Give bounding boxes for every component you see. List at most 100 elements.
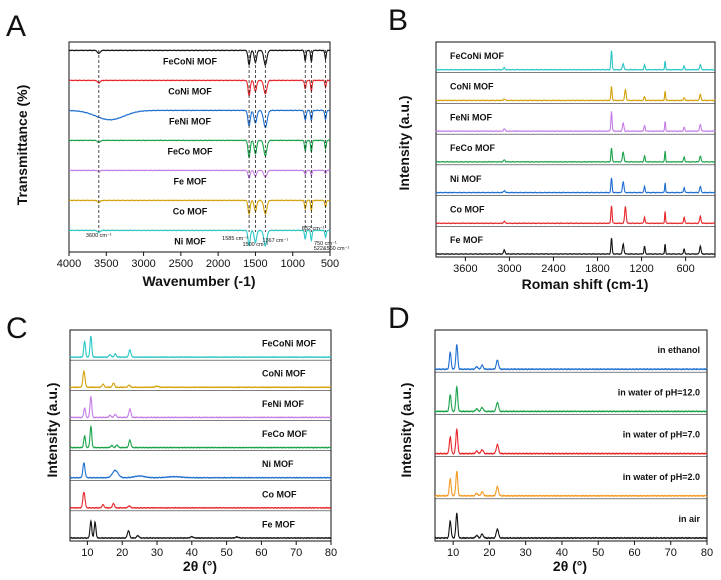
x-tick-label: 3000 (131, 258, 155, 270)
series-label: Co MOF (450, 204, 485, 214)
x-tick-label: 60 (255, 547, 267, 559)
series-trace (435, 147, 716, 164)
series-fe-mof: Fe MOF (69, 169, 331, 187)
series-label: Co MOF (173, 207, 208, 217)
series-trace (434, 470, 708, 498)
series-feco-mof: FeCo MOF (68, 139, 331, 160)
panel-letter-d: D (388, 302, 410, 335)
series-feconi-mof: FeCoNi MOF (435, 50, 716, 71)
series-label: Ni MOF (450, 174, 482, 184)
series-in-water-of-ph-2-0: in water of pH=2.0 (434, 470, 708, 498)
series-trace (434, 344, 708, 371)
panel-d-ylabel: Intensity (a.u.) (398, 383, 414, 478)
x-tick-label: 50 (220, 547, 232, 559)
series-label: FeNi MOF (450, 112, 493, 122)
series-ni-mof: Ni MOF (68, 229, 331, 247)
x-tick-label: 10 (447, 547, 459, 559)
series-coni-mof: CoNi MOF (68, 79, 331, 97)
x-tick-label: 500 (321, 258, 339, 270)
x-tick-label: 40 (186, 547, 198, 559)
plot-frame (68, 41, 331, 253)
series-label: CoNi MOF (262, 369, 306, 379)
panel-c-chart: FeCoNi MOF CoNi MOF FeNi MOF FeCo MOF Ni MOF… (69, 329, 337, 559)
series-label: Ni MOF (174, 237, 206, 247)
series-trace (68, 109, 331, 128)
series-trace (69, 462, 332, 479)
series-trace (68, 139, 331, 160)
series-feco-mof: FeCo MOF (435, 143, 716, 164)
x-tick-label: 80 (701, 547, 713, 559)
x-tick-label: 600 (676, 263, 694, 275)
series-feni-mof: FeNi MOF (435, 111, 716, 133)
annotation-label: 1367 cm⁻¹ (262, 238, 288, 244)
series-label: Ni MOF (262, 459, 294, 469)
x-tick-label: 20 (483, 547, 495, 559)
series-trace (68, 229, 331, 247)
series-label: CoNi MOF (450, 82, 494, 92)
series-trace (68, 199, 331, 216)
x-tick-label: 60 (628, 547, 640, 559)
panel-c-xlabel: 2θ (°) (183, 558, 217, 574)
panel-a-chart: FeCoNi MOF CoNi MOF FeNi MOF FeCo MOF Fe MOF… (57, 41, 349, 270)
series-trace (69, 424, 332, 449)
panel-d-xlabel: 2θ (°) (553, 558, 587, 574)
annotation-label: 1500 cm⁻¹ (243, 242, 269, 248)
plot-frame (434, 329, 708, 542)
series-in-water-of-ph-7-0: in water of pH=7.0 (434, 427, 708, 456)
panel-a-ylabel: Transmittance (%) (14, 85, 30, 206)
series-label: in ethanol (658, 345, 701, 355)
series-feni-mof: FeNi MOF (68, 109, 331, 128)
series-trace (69, 369, 332, 389)
x-tick-label: 3500 (94, 258, 118, 270)
series-label: in water of pH=2.0 (623, 472, 700, 482)
series-in-water-of-ph-12-0: in water of pH=12.0 (434, 384, 708, 413)
series-fe-mof: Fe MOF (435, 235, 716, 256)
series-label: in water of pH=7.0 (623, 430, 700, 440)
panel-c-ylabel: Intensity (a.u.) (44, 383, 60, 478)
annotation-label: 832 cm⁻¹ (302, 226, 325, 232)
plot-frame (435, 41, 716, 258)
panel-b-ylabel: Intensity (a.u.) (396, 96, 412, 191)
x-tick-label: 70 (290, 547, 302, 559)
series-trace (68, 79, 331, 97)
series-in-ethanol: in ethanol (434, 344, 708, 371)
series-label: in water of pH=12.0 (618, 387, 700, 397)
series-label: Fe MOF (262, 519, 296, 529)
series-trace (69, 395, 332, 419)
x-tick-label: 30 (520, 547, 532, 559)
series-label: FeCo MOF (262, 429, 307, 439)
series-trace (435, 111, 716, 133)
series-trace (435, 50, 716, 71)
x-tick-label: 40 (556, 547, 568, 559)
x-tick-label: 1200 (629, 263, 653, 275)
x-tick-label: 2400 (541, 263, 565, 275)
x-tick-label: 1800 (585, 263, 609, 275)
series-feconi-mof: FeCoNi MOF (68, 49, 331, 67)
series-trace (434, 427, 708, 456)
x-tick-label: 2000 (206, 258, 230, 270)
x-tick-label: 3000 (497, 263, 521, 275)
series-co-mof: Co MOF (435, 204, 716, 225)
series-trace (435, 238, 716, 256)
series-trace (69, 519, 332, 540)
series-trace (435, 205, 716, 225)
panel-letter-b: B (388, 4, 408, 37)
series-label: FeNi MOF (169, 117, 212, 127)
series-trace (69, 491, 332, 510)
annotation-label: 1585 cm⁻¹ (222, 236, 248, 242)
series-fe-mof: Fe MOF (69, 519, 332, 540)
x-tick-label: 80 (325, 547, 337, 559)
series-trace (68, 49, 331, 66)
panel-letter-a: A (6, 10, 26, 43)
x-tick-label: 3600 (453, 263, 477, 275)
series-label: FeCoNi MOF (450, 51, 504, 61)
series-trace (434, 512, 708, 540)
series-label: in air (678, 514, 700, 524)
series-label: Fe MOF (450, 235, 484, 245)
x-tick-label: 1000 (280, 258, 304, 270)
x-tick-label: 50 (592, 547, 604, 559)
series-trace (69, 335, 332, 359)
series-ni-mof: Ni MOF (69, 459, 332, 479)
series-trace (435, 86, 716, 102)
